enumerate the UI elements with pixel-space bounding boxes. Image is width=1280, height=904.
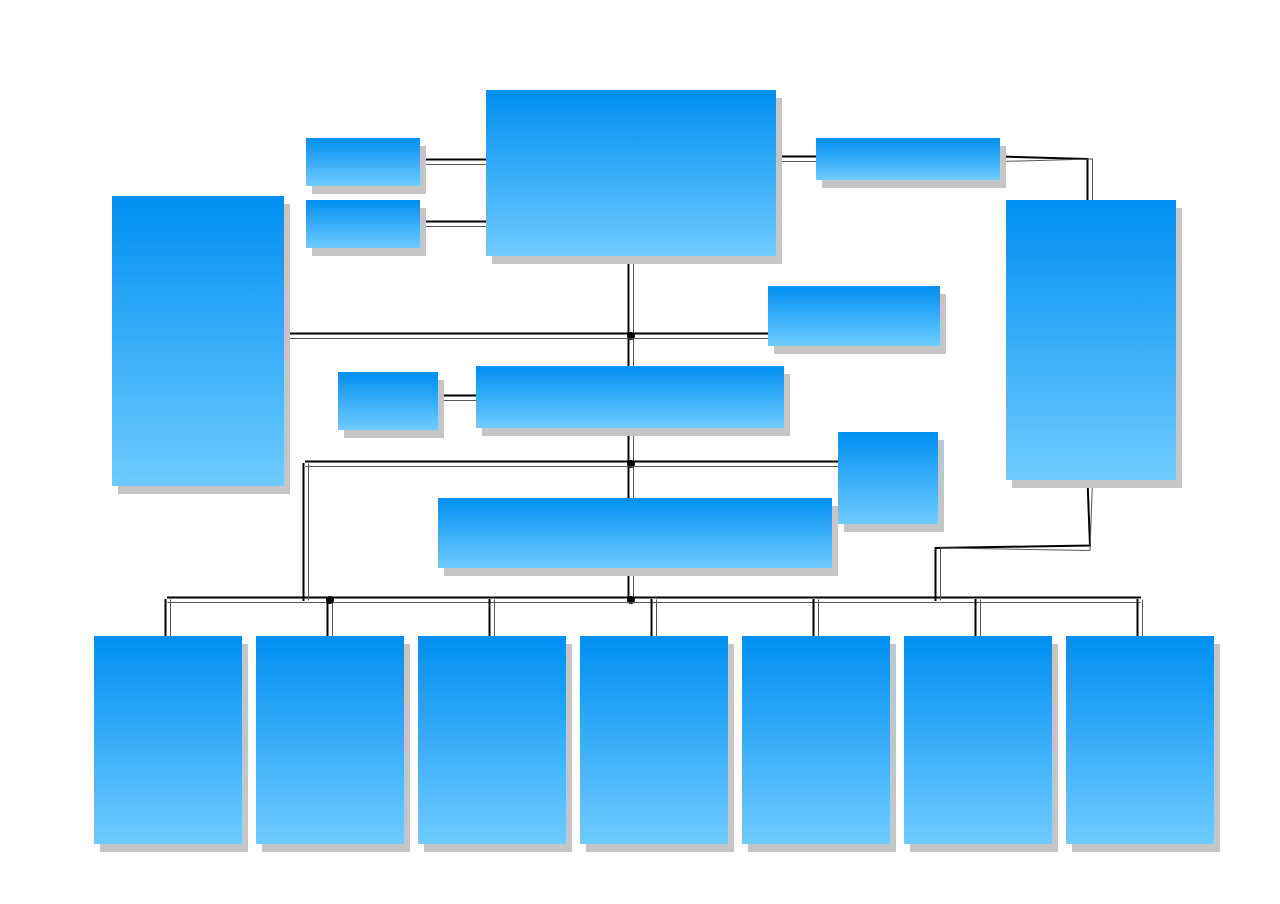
node-bottom-7 xyxy=(1066,636,1214,844)
org-chart-canvas xyxy=(0,0,1280,904)
node-top-left-small-1 xyxy=(306,138,420,186)
node-bottom-5 xyxy=(742,636,890,844)
node-bottom-2 xyxy=(256,636,404,844)
node-bottom-4 xyxy=(580,636,728,844)
node-bottom-1 xyxy=(94,636,242,844)
node-mid-center xyxy=(476,366,784,428)
node-bottom-3 xyxy=(418,636,566,844)
node-left-tall xyxy=(112,196,284,486)
node-mid-right-1 xyxy=(768,286,940,346)
node-wide-bar xyxy=(438,498,832,568)
node-mid-square xyxy=(838,432,938,524)
node-top-right-bar xyxy=(816,138,1000,180)
node-top-left-small-2 xyxy=(306,200,420,248)
node-bottom-6 xyxy=(904,636,1052,844)
node-top-center xyxy=(486,90,776,256)
node-mid-left-small xyxy=(338,372,438,430)
node-right-tall xyxy=(1006,200,1176,480)
